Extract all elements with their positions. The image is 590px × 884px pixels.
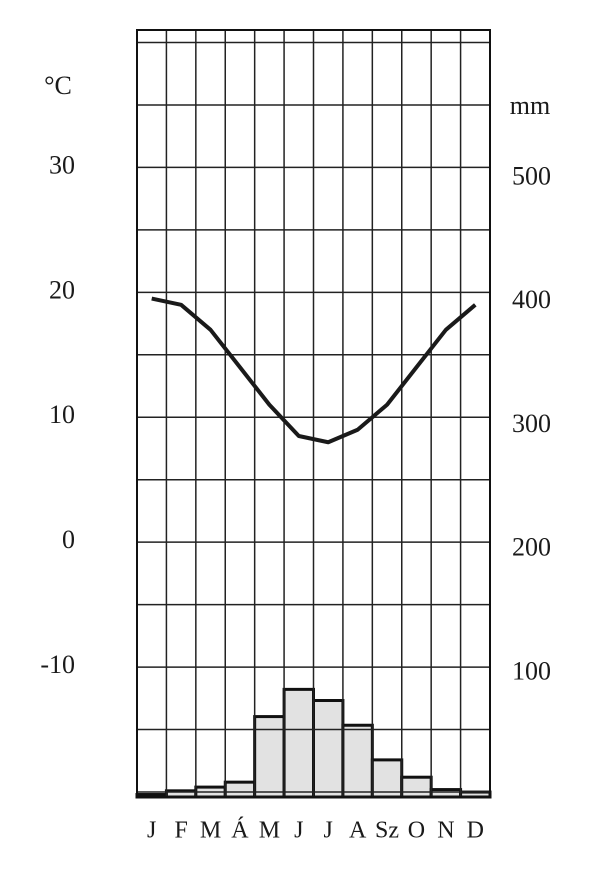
precipitation-bar: [429, 788, 463, 799]
precipitation-bar: [253, 715, 286, 799]
x-tick-label: N: [437, 818, 454, 844]
precipitation-bar: [400, 775, 433, 799]
x-tick-label: M: [200, 818, 221, 844]
x-tick-label: O: [408, 818, 425, 844]
precipitation-bar: [282, 687, 316, 799]
y2-tick-label: 200: [512, 533, 551, 562]
precipitation-bar: [312, 699, 345, 799]
x-tick-label: F: [174, 818, 187, 844]
x-tick-label: M: [259, 818, 280, 844]
x-tick-label: D: [467, 818, 484, 844]
x-tick-label: Sz: [375, 818, 399, 844]
y2-tick-label: 100: [512, 656, 551, 685]
x-tick-label: J: [324, 818, 333, 844]
plot-frame: [136, 29, 491, 798]
y-unit: °C: [44, 71, 72, 100]
y-tick-label: 20: [49, 275, 75, 304]
x-tick-label: Á: [231, 818, 249, 844]
y2-tick-label: 300: [512, 409, 551, 438]
y-tick-label: 0: [62, 525, 75, 554]
precipitation-bar: [223, 780, 257, 799]
x-tick-label: J: [147, 818, 156, 844]
temperature-line: [151, 296, 477, 445]
y2-tick-label: 400: [512, 285, 551, 314]
precipitation-bar: [341, 723, 374, 799]
x-tick-label: A: [349, 818, 367, 844]
y-tick-label: 30: [49, 150, 75, 179]
x-tick-label: J: [294, 818, 303, 844]
y-tick-label: -10: [40, 650, 75, 679]
y2-tick-label: 500: [512, 161, 551, 190]
y2-unit: mm: [510, 91, 550, 120]
y-tick-label: 10: [49, 400, 75, 429]
